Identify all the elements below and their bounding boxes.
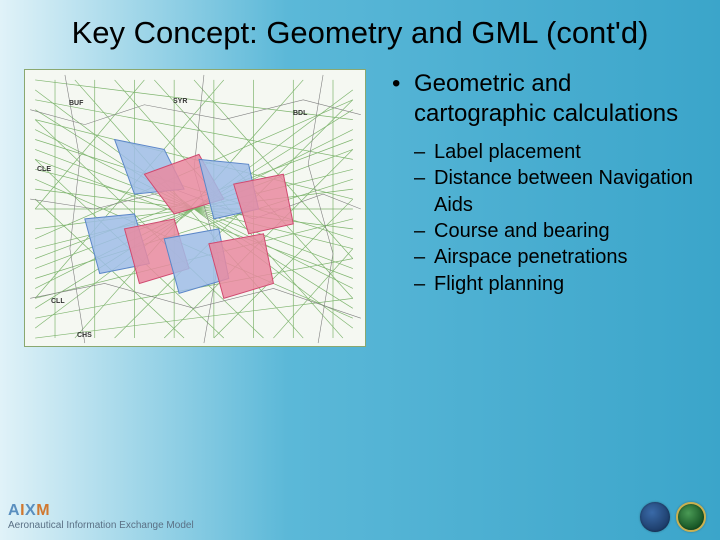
sub-bullet-text: Label placement [434, 139, 581, 165]
bullet-column: • Geometric and cartographic calculation… [366, 69, 700, 347]
dash-icon: – [414, 165, 434, 218]
slide-title: Key Concept: Geometry and GML (cont'd) [0, 0, 720, 63]
footer-seals [640, 502, 706, 532]
map-label: SYR [173, 98, 187, 105]
sub-bullet-text: Distance between Navigation Aids [434, 165, 700, 218]
main-bullet: • Geometric and cartographic calculation… [392, 69, 700, 129]
airspace-map-svg [25, 70, 365, 346]
dash-icon: – [414, 244, 434, 270]
aixm-logo-text: AIXM [8, 503, 194, 519]
dash-icon: – [414, 218, 434, 244]
footer-subtitle: Aeronautical Information Exchange Model [8, 521, 194, 531]
sub-bullet-text: Airspace penetrations [434, 244, 627, 270]
sub-bullet: – Flight planning [414, 271, 700, 297]
dash-icon: – [414, 271, 434, 297]
sub-bullet: – Distance between Navigation Aids [414, 165, 700, 218]
dash-icon: – [414, 139, 434, 165]
map-label: BUF [69, 100, 83, 107]
bullet-dot-icon: • [392, 69, 414, 129]
map-label: CLL [51, 298, 65, 305]
sub-bullet-list: – Label placement – Distance between Nav… [414, 139, 700, 297]
main-bullet-text: Geometric and cartographic calculations [414, 69, 700, 129]
sub-bullet: – Airspace penetrations [414, 244, 700, 270]
map-label: CHS [77, 332, 92, 339]
footer-brand-block: AIXM Aeronautical Information Exchange M… [8, 503, 194, 531]
eurocontrol-seal-icon [640, 502, 670, 532]
sub-bullet: – Course and bearing [414, 218, 700, 244]
footer-bar: AIXM Aeronautical Information Exchange M… [0, 494, 720, 540]
map-label: BDL [293, 110, 307, 117]
airspace-map-figure: BUF SYR BDL CLE CLL CHS [24, 69, 366, 347]
sub-bullet: – Label placement [414, 139, 700, 165]
map-label: CLE [37, 166, 51, 173]
sub-bullet-text: Flight planning [434, 271, 564, 297]
content-row: BUF SYR BDL CLE CLL CHS • Geometric and carto… [0, 63, 720, 347]
sub-bullet-text: Course and bearing [434, 218, 610, 244]
faa-seal-icon [676, 502, 706, 532]
